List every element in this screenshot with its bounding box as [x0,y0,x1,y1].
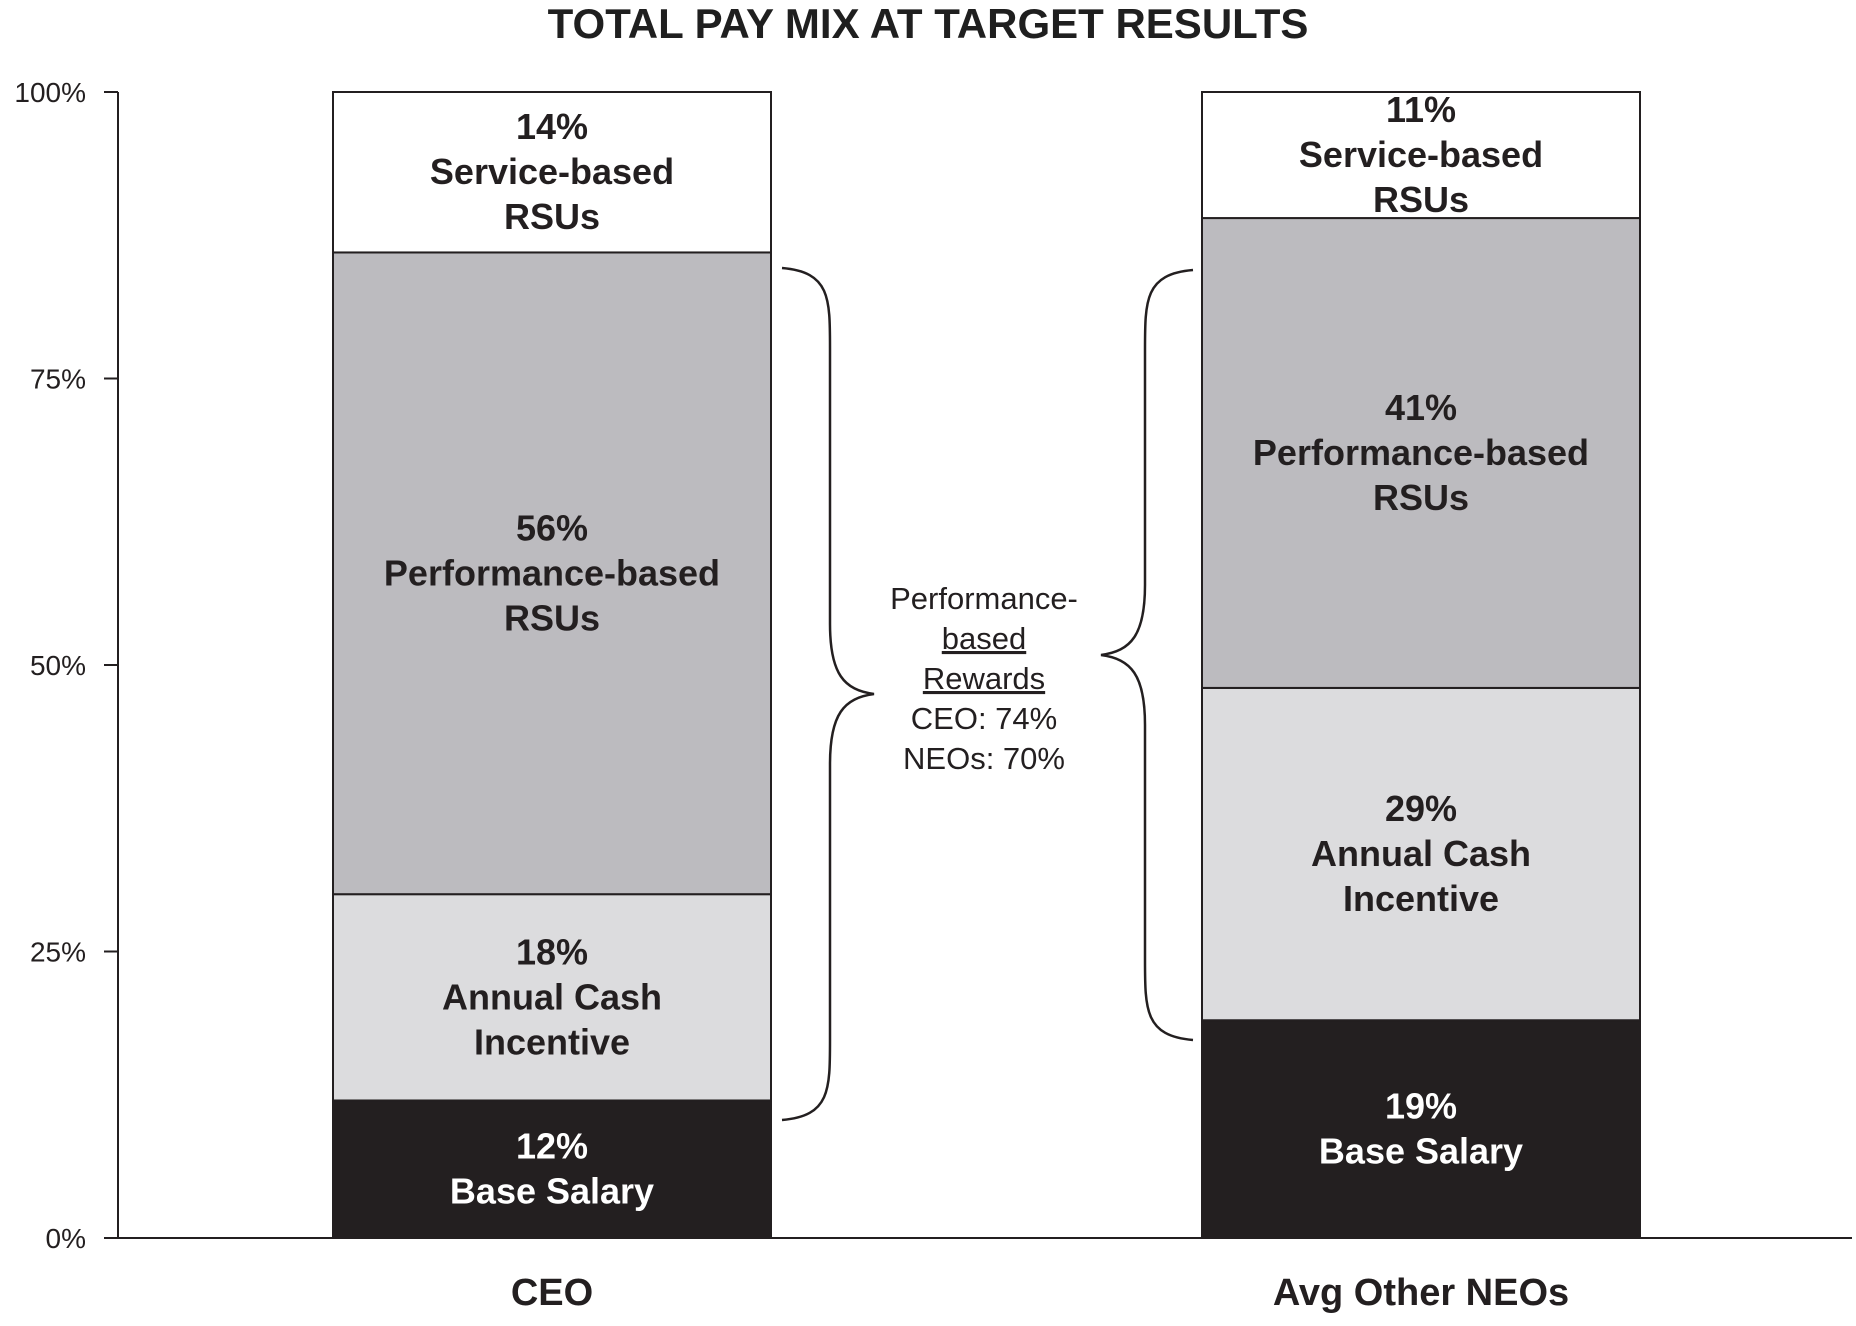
segment-label-base: 19% Base Salary [1319,1086,1523,1172]
segment-label-line: Service-based [430,151,674,192]
segment-label-line: Base Salary [1319,1131,1523,1172]
annotation-line: Performance- [890,581,1078,616]
segment-label-annual: 18% Annual Cash Incentive [442,931,662,1062]
segment-label-annual: 29% Annual Cash Incentive [1311,788,1531,919]
y-tick-label: 50% [30,650,86,681]
segment-label-line: Incentive [474,1021,630,1062]
segment-label-line: 41% [1385,387,1457,428]
segment-label-line: 14% [516,106,588,147]
bar-segment-base [1201,1019,1641,1240]
segment-label-line: Performance-based [384,552,720,593]
bar-avg-other-neos: 19% Base Salary 29% Annual Cash Incentive 41%… [1201,89,1641,1314]
segment-label-line: RSUs [1373,179,1469,220]
segment-label-line: 11% [1386,89,1456,130]
segment-label-perf: 56% Performance-based RSUs [384,507,720,638]
performance-rewards-annotation: Performance-based Rewards CEO: 74% NEOs: 70… [890,581,1078,776]
segment-label-line: RSUs [1373,477,1469,518]
segment-label-line: 12% [516,1126,588,1167]
bar-segment-annual [1201,686,1641,1022]
segment-label-line: Incentive [1343,878,1499,919]
segment-label-perf: 41% Performance-based RSUs [1253,387,1589,518]
brace-neos [1100,268,1194,1042]
bar-segment-perf [1201,217,1641,689]
segment-label-line: Annual Cash [1311,833,1531,874]
segment-label-line: 19% [1385,1086,1457,1127]
segment-label-line: 18% [516,931,588,972]
brace-ceo [781,266,875,1122]
segment-label-line: Service-based [1299,134,1543,175]
segment-label-line: Base Salary [450,1171,654,1212]
brackets [781,266,1194,1122]
y-tick-label: 75% [30,364,86,395]
chart-title: TOTAL PAY MIX AT TARGET RESULTS [548,0,1309,47]
bar-segment-perf [332,251,772,896]
bar-segment-service [1201,91,1641,220]
bar-ceo: 12% Base Salary 18% Annual Cash Incentive 56%… [332,91,772,1314]
annotation-line: Rewards [923,661,1045,696]
segment-label-line: RSUs [504,196,600,237]
segment-label-base: 12% Base Salary [450,1126,654,1212]
segment-label-line: 56% [516,507,588,548]
segment-label-line: Annual Cash [442,976,662,1017]
bar-segment-annual [332,893,772,1102]
segment-label-service: 11% Service-based RSUs [1299,89,1543,220]
x-category-label: CEO [511,1272,593,1314]
bar-segment-base [332,1099,772,1239]
bar-segment-service [332,91,772,254]
annotation-line: NEOs: 70% [903,741,1065,776]
segment-label-line: RSUs [504,597,600,638]
segment-label-service: 14% Service-based RSUs [430,106,674,237]
annotation-line: based [942,621,1026,656]
segment-label-line: Performance-based [1253,432,1589,473]
segment-label-line: 29% [1385,788,1457,829]
y-tick-label: 0% [46,1223,86,1254]
y-tick-label: 25% [30,937,86,968]
x-category-label: Avg Other NEOs [1273,1272,1569,1314]
y-tick-label: 100% [14,77,86,108]
annotation-line: CEO: 74% [911,701,1057,736]
